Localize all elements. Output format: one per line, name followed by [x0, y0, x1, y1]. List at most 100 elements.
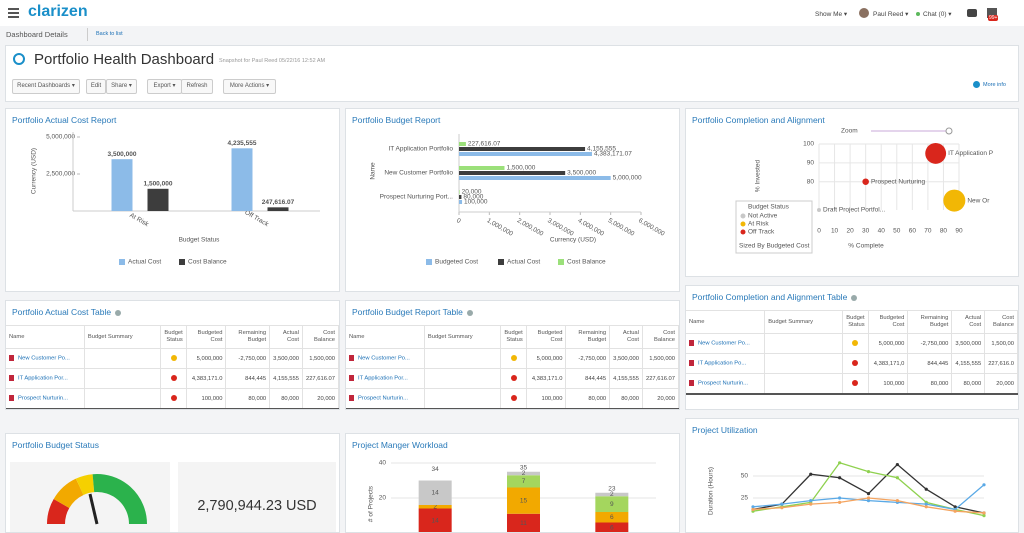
- value-cell: 100,000: [868, 374, 908, 395]
- project-link[interactable]: Prospect Nurturin...: [18, 396, 68, 402]
- button[interactable]: Refresh: [181, 79, 213, 94]
- logo[interactable]: clarizen: [28, 3, 88, 21]
- info-icon[interactable]: [467, 310, 473, 316]
- widget-title: Portfolio Actual Cost Table: [12, 307, 121, 317]
- value-cell: 20,000: [302, 389, 338, 410]
- name-cell: IT Application Po...: [686, 354, 765, 374]
- widget-title: Portfolio Completion and Alignment Table: [692, 292, 857, 302]
- value-label: 1,500,000: [144, 181, 173, 188]
- button[interactable]: More Actions ▾: [223, 79, 276, 94]
- point: [838, 476, 841, 479]
- segment-label: 9: [610, 501, 614, 508]
- point-label: Prospect Nurturing: [871, 178, 926, 185]
- gauge-band: [80, 483, 94, 487]
- menu-icon[interactable]: [8, 8, 19, 10]
- status-icon: [511, 395, 517, 401]
- more-info[interactable]: More info: [983, 82, 1006, 88]
- user-menu[interactable]: Paul Reed ▾: [873, 10, 908, 18]
- y-axis-label: # of Projects: [368, 485, 375, 522]
- x-tick-label: 4,000,000: [576, 217, 605, 238]
- point: [809, 473, 812, 476]
- button[interactable]: Export ▾: [147, 79, 182, 94]
- value-box: [178, 462, 336, 532]
- project-link[interactable]: Prospect Nurturin...: [698, 381, 748, 387]
- dashboard-icon: [13, 53, 25, 65]
- value-cell: 227,616.07: [642, 369, 678, 389]
- chat-icon[interactable]: [967, 9, 977, 17]
- info-icon[interactable]: [115, 310, 121, 316]
- summary-cell: [84, 389, 161, 410]
- show-me[interactable]: Show Me ▾: [815, 10, 847, 18]
- project-link[interactable]: IT Application Por...: [18, 376, 68, 382]
- point: [867, 470, 870, 473]
- project-link[interactable]: New Customer Po...: [698, 341, 750, 347]
- value-cell: 5,000,000: [526, 349, 566, 369]
- project-link[interactable]: IT Application Por...: [358, 376, 408, 382]
- info-icon[interactable]: [851, 295, 857, 301]
- value-cell: 3,500,000: [270, 349, 303, 369]
- value-cell: 80,000: [952, 374, 985, 395]
- project-icon: [689, 360, 694, 366]
- value-cell: 844,445: [226, 369, 270, 389]
- legend-label: At Risk: [748, 221, 769, 228]
- chat-menu[interactable]: Chat (0) ▾: [923, 10, 952, 18]
- project-link[interactable]: Prospect Nurturin...: [358, 396, 408, 402]
- summary-cell: [84, 349, 161, 369]
- value-cell: 1,500,000: [302, 349, 338, 369]
- point: [867, 496, 870, 499]
- value-cell: 227,616.0: [985, 354, 1018, 374]
- status-dot: [916, 12, 920, 16]
- badge: 99+: [988, 15, 998, 21]
- zoom-knob[interactable]: [946, 128, 952, 134]
- segment-label: 11: [520, 520, 527, 527]
- name-cell: IT Application Por...: [6, 369, 84, 389]
- value-label: 3,500,000: [108, 151, 137, 158]
- value-label: 4,235,555: [228, 140, 257, 147]
- y-tick-label: 50: [741, 473, 749, 480]
- column-header: Actual Cost: [610, 326, 643, 349]
- back-link[interactable]: Back to list: [96, 31, 123, 37]
- project-icon: [689, 340, 694, 346]
- x-tick-label: 0: [817, 228, 821, 235]
- column-header: Budget Status: [501, 326, 526, 349]
- bubble: [943, 190, 965, 212]
- legend-label: Actual Cost: [128, 259, 161, 266]
- dashboard-title: Portfolio Health Dashboard: [34, 51, 214, 68]
- x-tick-label: 0: [455, 217, 462, 225]
- legend-swatch: [179, 259, 185, 265]
- legend-label: Cost Balance: [188, 259, 227, 266]
- widget: Portfolio Budget Status 2,790,944.23 USD: [5, 433, 340, 533]
- x-tick-label: 10: [831, 228, 839, 235]
- x-tick-label: 1,000,000: [485, 217, 514, 238]
- status-icon: [852, 360, 858, 366]
- button[interactable]: Edit: [86, 79, 106, 94]
- top-bar: clarizen Show Me ▾ Paul Reed ▾ Chat (0) …: [0, 0, 1024, 26]
- legend-swatch: [558, 259, 564, 265]
- value-cell: 844,445: [908, 354, 952, 374]
- button[interactable]: Share ▾: [106, 79, 137, 94]
- column-header: Budgeted Cost: [868, 311, 908, 334]
- project-link[interactable]: New Customer Po...: [18, 356, 70, 362]
- value-cell: 80,000: [908, 374, 952, 395]
- y-tick-label: 5,000,000: [46, 134, 75, 141]
- status-cell: [501, 349, 526, 369]
- point: [780, 506, 783, 509]
- point: [838, 461, 841, 464]
- status-icon: [171, 395, 177, 401]
- x-tick-label: 3,000,000: [546, 217, 575, 238]
- status-icon: [852, 380, 858, 386]
- snapshot: Snapshot for Paul Reed 05/22/16 12:52 AM: [219, 58, 325, 64]
- y-axis-label: Currency (USD): [31, 148, 38, 194]
- value-cell: 3,500,000: [952, 334, 985, 354]
- project-link[interactable]: New Customer Po...: [358, 356, 410, 362]
- value-label: 5,000,000: [613, 175, 642, 182]
- x-axis-label: Budget Status: [179, 237, 221, 244]
- legend-swatch: [426, 259, 432, 265]
- button[interactable]: Recent Dashboards ▾: [12, 79, 80, 94]
- value-label: 1,500,000: [507, 165, 536, 172]
- project-link[interactable]: IT Application Po...: [698, 361, 746, 367]
